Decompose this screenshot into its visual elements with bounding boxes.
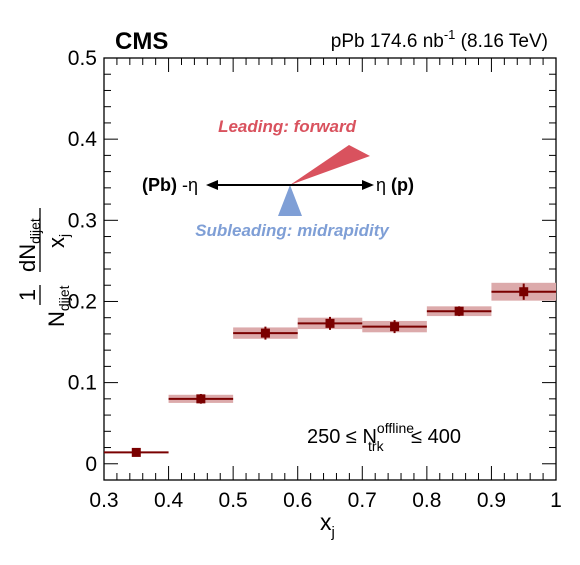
x-axis-label: xj xyxy=(320,509,335,541)
y-axis-label: 1 Ndijet dNdijet xj xyxy=(15,208,72,327)
x-tick-label: 0.3 xyxy=(89,489,118,512)
y-tick-label: 0.5 xyxy=(68,47,97,70)
x-tick-label: 0.6 xyxy=(283,489,312,512)
right-eta-label: η (p) xyxy=(376,175,414,195)
y-label-dn: dNdijet xyxy=(15,218,43,272)
x-tick-label: 0.8 xyxy=(412,489,441,512)
x-tick-label: 0.9 xyxy=(477,489,506,512)
dataset-label: pPb 174.6 nb-1 (8.16 TeV) xyxy=(331,27,548,52)
data-point xyxy=(260,328,270,338)
data-point xyxy=(196,394,206,404)
y-tick-label: 0 xyxy=(85,453,97,476)
data-point xyxy=(390,322,400,332)
x-tick-label: 0.4 xyxy=(154,489,184,512)
data-point xyxy=(325,318,335,328)
subleading-cone xyxy=(278,185,302,216)
data-point xyxy=(519,287,529,297)
leading-label: Leading: forward xyxy=(218,117,357,136)
y-label-one: 1 xyxy=(15,289,40,301)
y-tick-labels: 0 0.1 0.2 0.3 0.4 0.5 xyxy=(68,47,98,476)
y-tick-label: 0.4 xyxy=(68,128,98,151)
x-tick-labels: 0.3 0.4 0.5 0.6 0.7 0.8 0.9 1 xyxy=(89,489,561,512)
left-eta-label: (Pb) -η xyxy=(142,175,198,195)
leading-cone xyxy=(290,145,370,185)
y-tick-label: 0.3 xyxy=(68,209,97,232)
subleading-label: Subleading: midrapidity xyxy=(195,221,390,240)
experiment-label: CMS xyxy=(115,28,168,55)
data-point xyxy=(131,447,141,457)
x-tick-label: 1 xyxy=(550,489,562,512)
eta-right-arrow xyxy=(362,180,374,190)
y-label-xj: xj xyxy=(44,234,72,248)
axis-ticks xyxy=(103,57,557,481)
multiplicity-selection: 250 ≤ Noffline trk ≤ 400 xyxy=(307,420,461,454)
data-point xyxy=(454,306,464,316)
y-tick-label: 0.2 xyxy=(68,290,97,313)
x-tick-label: 0.5 xyxy=(219,489,248,512)
x-tick-label: 0.7 xyxy=(348,489,377,512)
y-tick-label: 0.1 xyxy=(68,372,97,395)
eta-left-arrow xyxy=(206,180,218,190)
data-points xyxy=(131,287,529,457)
systematic-boxes xyxy=(168,282,556,403)
y-label-ndijet: Ndijet xyxy=(44,285,72,327)
